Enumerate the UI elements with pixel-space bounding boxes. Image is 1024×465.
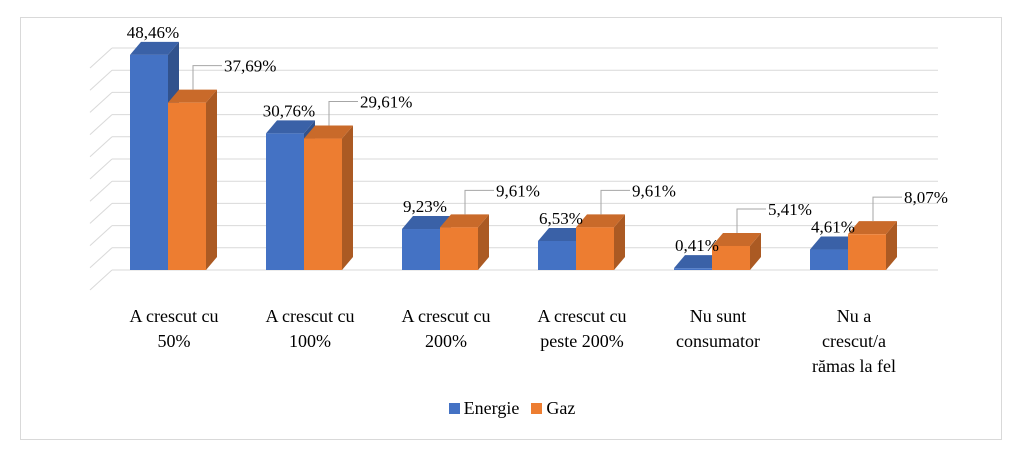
data-label-gaz: 8,07% xyxy=(904,188,948,207)
data-label-energie: 4,61% xyxy=(811,218,855,237)
bar-energie xyxy=(538,241,576,270)
category-label: A crescut cu xyxy=(130,306,219,326)
leader-line xyxy=(872,196,902,222)
data-label-energie: 6,53% xyxy=(539,209,583,228)
category-label: consumator xyxy=(676,331,760,351)
data-label-energie: 30,76% xyxy=(263,101,315,120)
data-label-energie: 0,41% xyxy=(675,236,719,255)
bar-gaz-top xyxy=(712,232,761,246)
bar-gaz xyxy=(712,245,750,270)
category-label: A crescut cu xyxy=(266,306,355,326)
category-label: Nu sunt xyxy=(690,306,747,326)
category-label: Nu a xyxy=(837,306,872,326)
bar-energie xyxy=(402,229,440,270)
bar-gaz-top xyxy=(848,221,897,235)
legend-swatch xyxy=(531,403,543,415)
category-label: 200% xyxy=(425,331,467,351)
bar-energie xyxy=(674,268,712,270)
bar-gaz-top xyxy=(304,125,353,139)
leader-line xyxy=(464,189,494,215)
legend-item: Gaz xyxy=(531,398,575,419)
bar-gaz-side xyxy=(886,221,897,270)
gridline-depth xyxy=(89,247,113,269)
gridline-depth xyxy=(89,180,113,202)
bar-gaz xyxy=(168,102,206,270)
bar-energie xyxy=(266,133,304,270)
data-label-energie: 48,46% xyxy=(127,23,179,42)
bar-gaz xyxy=(576,227,614,270)
data-label-gaz: 37,69% xyxy=(224,57,276,76)
category-label: 100% xyxy=(289,331,331,351)
bar-gaz-side xyxy=(342,125,353,270)
data-label-gaz: 9,61% xyxy=(632,181,676,200)
legend-label: Gaz xyxy=(546,398,576,418)
legend-label: Energie xyxy=(463,398,520,418)
bar-energie-top xyxy=(674,255,723,269)
legend-item: Energie xyxy=(448,398,520,419)
data-label-gaz: 5,41% xyxy=(768,200,812,219)
bar-gaz xyxy=(440,227,478,270)
bar-gaz-top xyxy=(440,214,489,228)
gridline-depth xyxy=(89,69,113,91)
bar-energie-top xyxy=(266,120,315,134)
category-label: peste 200% xyxy=(540,331,623,351)
bar-gaz-side xyxy=(614,214,625,270)
bar-energie-top xyxy=(130,41,179,55)
gridline-depth xyxy=(89,92,113,113)
bar-gaz-top xyxy=(576,214,625,228)
bar-gaz-top xyxy=(168,89,217,103)
gridline-depth xyxy=(89,225,113,246)
category-label: A crescut cu xyxy=(538,306,627,326)
bar-gaz-side xyxy=(750,232,761,270)
bar-energie xyxy=(130,54,168,270)
leader-line xyxy=(328,101,358,126)
category-label: crescut/a xyxy=(822,331,886,351)
bar-energie xyxy=(810,249,848,270)
gridline-depth xyxy=(89,114,113,135)
bar-energie-top xyxy=(402,216,451,230)
bar-gaz-side xyxy=(206,89,217,270)
data-label-gaz: 29,61% xyxy=(360,93,412,112)
gridline-depth xyxy=(89,47,113,69)
chart-frame xyxy=(20,17,1002,440)
bar-energie-top xyxy=(810,236,859,250)
gridline-depth xyxy=(89,203,113,224)
leader-line xyxy=(192,65,222,90)
category-label: 50% xyxy=(158,331,191,351)
bar-energie-top xyxy=(538,228,587,242)
leader-line xyxy=(736,208,766,233)
category-label: rămas la fel xyxy=(812,356,896,376)
leader-line xyxy=(600,189,630,215)
gridline-depth xyxy=(89,136,113,158)
gridline-depth xyxy=(89,269,113,291)
legend: Energie Gaz xyxy=(0,398,1024,419)
bar-gaz-side xyxy=(478,214,489,270)
bar-gaz xyxy=(304,138,342,270)
gridline-depth xyxy=(89,158,113,180)
data-label-gaz: 9,61% xyxy=(496,181,540,200)
data-label-energie: 9,23% xyxy=(403,197,447,216)
category-label: A crescut cu xyxy=(402,306,491,326)
legend-swatch xyxy=(448,403,460,415)
bar-gaz xyxy=(848,234,886,270)
